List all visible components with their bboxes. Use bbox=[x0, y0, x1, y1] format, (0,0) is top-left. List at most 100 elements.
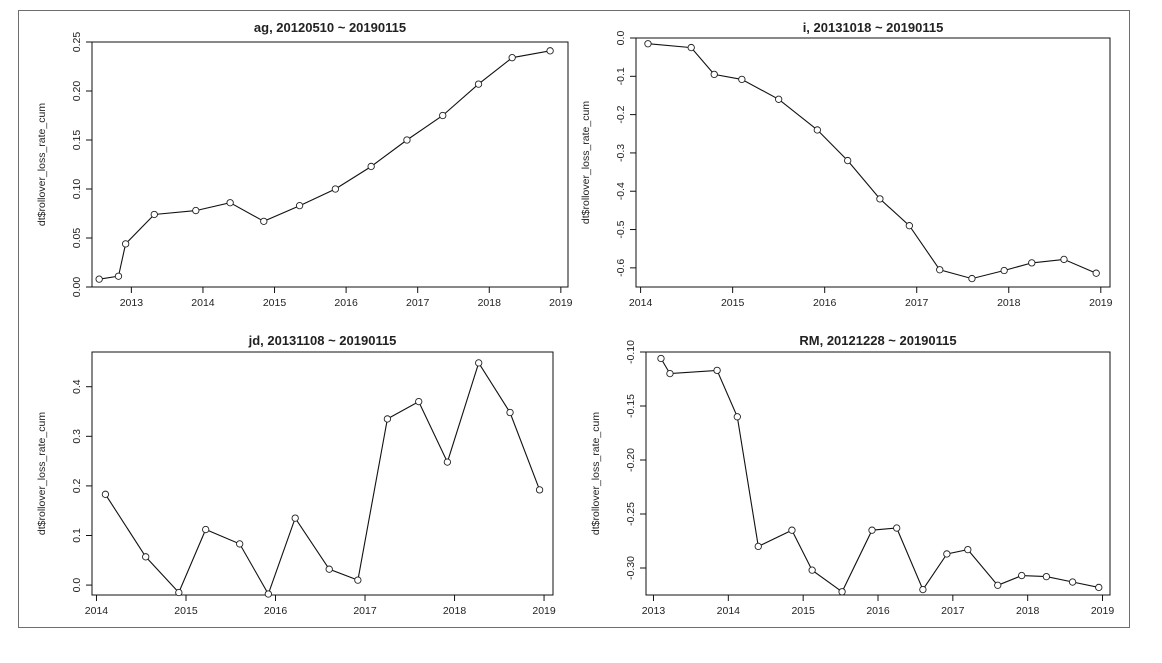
panel-2-data-point bbox=[968, 274, 976, 283]
panel-4-data-point bbox=[1042, 572, 1051, 581]
panel-1-data-point bbox=[367, 162, 375, 171]
panel-1-data-point bbox=[439, 111, 447, 120]
panel-4-data-point bbox=[838, 588, 846, 596]
panel-2-xtick-label: 2016 bbox=[813, 297, 837, 309]
panel-2-ytick-label: 0.0 bbox=[615, 31, 627, 46]
panel-2-data-point bbox=[1000, 266, 1008, 275]
panel-1-data-point bbox=[114, 272, 123, 280]
panel-4-data-point bbox=[964, 545, 972, 554]
panel-1-ytick-label: 0.15 bbox=[71, 130, 83, 151]
panel-1-ylabel: dt$rollover_loss_rate_cum bbox=[36, 103, 48, 226]
panel-4-ytick-label: -0.10 bbox=[625, 340, 637, 364]
panel-4-data-point bbox=[919, 585, 927, 594]
panel-3-ytick-label: 0.2 bbox=[71, 478, 83, 493]
panel-1-xtick-label: 2015 bbox=[263, 297, 287, 309]
panel-2-ytick-label: -0.2 bbox=[615, 105, 627, 123]
panel-3-ylabel: dt$rollover_loss_rate_cum bbox=[36, 412, 48, 535]
panel-2-data-point bbox=[710, 70, 718, 79]
panel-1-ytick-label: 0.25 bbox=[71, 32, 83, 53]
panel-3-data-point bbox=[475, 359, 483, 367]
panel-4-data-point bbox=[1018, 571, 1026, 580]
panel-4-data-point bbox=[868, 526, 876, 534]
panel-2-data-point bbox=[813, 126, 821, 134]
panel-3-data-point bbox=[175, 588, 183, 597]
panel-1-xtick-label: 2016 bbox=[334, 297, 358, 309]
panel-4-data-point bbox=[1068, 578, 1077, 586]
panel-4-data-point bbox=[994, 581, 1002, 589]
panel-3-ytick-label: 0.0 bbox=[71, 578, 83, 593]
panel-3-ytick-label: 0.1 bbox=[71, 528, 83, 543]
panel-1-data-point bbox=[260, 217, 268, 225]
panel-4-data-point bbox=[1095, 583, 1103, 592]
panel-4-ytick-label: -0.30 bbox=[625, 556, 637, 580]
panel-1-title: ag, 20120510 ~ 20190115 bbox=[254, 20, 406, 35]
panel-1-ytick-label: 0.20 bbox=[71, 81, 83, 102]
panel-3-data-point bbox=[415, 397, 423, 406]
panel-2-ytick-label: -0.3 bbox=[615, 144, 627, 162]
panel-3-ytick-label: 0.3 bbox=[71, 429, 83, 444]
panel-3-data-point bbox=[535, 486, 544, 494]
panel-1-data-point bbox=[546, 47, 554, 55]
panel-1-xtick-label: 2014 bbox=[191, 297, 215, 309]
panel-1-data-point bbox=[150, 210, 158, 219]
panel-4-ytick-label: -0.25 bbox=[625, 502, 637, 526]
panel-4-data-point bbox=[893, 524, 901, 532]
panel-2-data-point bbox=[844, 156, 852, 165]
panel-1-data-point bbox=[192, 206, 200, 215]
panel-2-ytick-label: -0.1 bbox=[615, 67, 627, 85]
panel-2-ytick-label: -0.5 bbox=[615, 220, 627, 238]
panel-1-ytick-label: 0.05 bbox=[71, 228, 83, 249]
panel-3-xtick-label: 2018 bbox=[443, 605, 467, 617]
panel-2-title: i, 20131018 ~ 20190115 bbox=[803, 20, 944, 35]
panel-2-xtick-label: 2014 bbox=[629, 297, 653, 309]
panel-3-xtick-label: 2017 bbox=[353, 605, 377, 617]
panel-2-xtick-label: 2017 bbox=[905, 297, 929, 309]
panel-1-xtick-label: 2019 bbox=[549, 297, 573, 309]
panel-4-plot-frame bbox=[645, 351, 1111, 596]
panel-3-data-point bbox=[101, 490, 110, 498]
panel-1-data-point bbox=[121, 240, 130, 248]
panel-2-data-point bbox=[876, 195, 884, 203]
panel-3-xtick-label: 2016 bbox=[264, 605, 288, 617]
panel-2-data-point bbox=[738, 75, 746, 84]
panel-2-ylabel: dt$rollover_loss_rate_cum bbox=[580, 101, 592, 224]
panel-2-data-point bbox=[687, 43, 695, 52]
panel-3-data-point bbox=[354, 576, 362, 584]
panel-2-data-point bbox=[1092, 269, 1100, 277]
panel-2-data-point bbox=[905, 222, 914, 230]
panel-4-xtick-label: 2014 bbox=[717, 605, 741, 617]
panel-1-series-line bbox=[99, 50, 551, 280]
panel-1-data-point bbox=[508, 54, 516, 62]
panel-3-data-point bbox=[443, 458, 452, 466]
panel-1-ytick-label: 0.10 bbox=[71, 179, 83, 200]
panel-2-data-point bbox=[1060, 255, 1068, 264]
panel-1-data-point bbox=[226, 199, 234, 207]
panel-2-plot-frame bbox=[635, 37, 1111, 288]
panel-1-ytick-label: 0.00 bbox=[71, 277, 83, 298]
panel-4-ytick-label: -0.15 bbox=[625, 394, 637, 418]
panel-2-data-point bbox=[775, 95, 783, 103]
panel-2-ytick-label: -0.6 bbox=[615, 259, 627, 277]
panel-2-data-point bbox=[936, 266, 944, 274]
panel-1-data-point bbox=[331, 185, 340, 193]
panel-4-xtick-label: 2013 bbox=[642, 605, 666, 617]
panel-1-data-point bbox=[403, 136, 411, 144]
panel-1-xtick-label: 2018 bbox=[478, 297, 502, 309]
panel-4-data-point bbox=[943, 550, 951, 558]
panel-3-data-point bbox=[236, 540, 244, 548]
panel-4-xtick-label: 2019 bbox=[1091, 605, 1115, 617]
panel-1-xtick-label: 2017 bbox=[406, 297, 430, 309]
panel-4-data-point bbox=[788, 526, 796, 534]
panel-1-plot-frame bbox=[91, 41, 569, 288]
panel-4-xtick-label: 2018 bbox=[1016, 605, 1040, 617]
panel-3-title: jd, 20131108 ~ 20190115 bbox=[248, 333, 397, 348]
panel-2-xtick-label: 2019 bbox=[1089, 297, 1113, 309]
panel-3-data-point bbox=[325, 565, 333, 573]
panel-3-xtick-label: 2019 bbox=[532, 605, 556, 617]
panel-3-xtick-label: 2015 bbox=[174, 605, 198, 617]
panel-3-data-point bbox=[291, 514, 299, 522]
panel-3-data-point bbox=[142, 553, 150, 561]
panel-4-ylabel: dt$rollover_loss_rate_cum bbox=[590, 412, 602, 535]
panel-3-data-point bbox=[202, 525, 210, 534]
panel-3-xtick-label: 2014 bbox=[85, 605, 109, 617]
